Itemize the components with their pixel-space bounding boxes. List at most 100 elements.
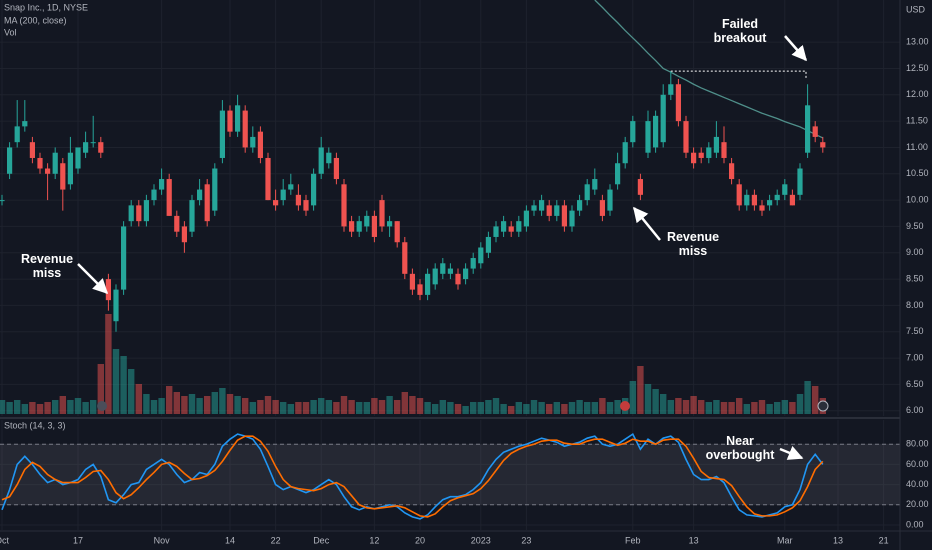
y-tick-label: 0.00	[906, 519, 924, 529]
y-tick-label: 11.50	[906, 115, 928, 125]
x-tick-label: 17	[73, 535, 83, 545]
candle-body	[204, 184, 210, 222]
candle-body	[7, 147, 13, 174]
volume-bar	[812, 386, 819, 414]
y-tick-label: 11.00	[906, 142, 928, 152]
candle-body	[698, 152, 704, 158]
candle-body	[653, 115, 659, 148]
volume-bar	[264, 396, 272, 414]
volume-bar	[29, 402, 36, 414]
x-tick-label: 13	[833, 535, 843, 545]
candle-body	[60, 163, 66, 190]
y-tick-label: 7.50	[906, 326, 924, 336]
volume-bar	[606, 402, 614, 414]
candle-body	[29, 142, 35, 158]
volume-bar	[226, 394, 234, 414]
candle-body	[539, 200, 545, 211]
x-tick-label: 13	[689, 535, 699, 545]
volume-bar	[766, 404, 773, 414]
volume-bar	[492, 398, 500, 414]
volume-bar	[378, 400, 386, 414]
candle-body	[280, 189, 286, 201]
candle-body	[22, 121, 28, 127]
candle-body	[691, 152, 697, 164]
candle-body	[265, 157, 271, 201]
candle-body	[516, 221, 522, 232]
candle-body	[607, 189, 613, 211]
x-tick-label: 20	[415, 535, 425, 545]
candle-body	[159, 179, 165, 190]
ma-legend: MA (200, close)	[4, 15, 67, 25]
candle-body	[98, 142, 104, 153]
candle-body	[812, 126, 818, 137]
annotation: Failed breakout	[713, 17, 767, 45]
volume-bar	[52, 400, 59, 414]
volume-bar	[728, 402, 735, 414]
candle-body	[371, 215, 377, 237]
volume-bar	[394, 400, 401, 414]
candle-body	[736, 184, 742, 206]
candle-body	[478, 247, 484, 264]
stoch-layer	[1, 432, 824, 520]
volume-bar	[698, 400, 705, 414]
candle-body	[744, 194, 750, 206]
volume-bar	[21, 404, 28, 414]
candle-body	[713, 136, 719, 153]
candle-body	[326, 152, 332, 164]
candle-body	[189, 200, 195, 232]
volume-layer	[0, 314, 826, 414]
candle-body	[105, 279, 111, 301]
candle-body	[675, 84, 681, 122]
volume-bar	[249, 402, 256, 414]
volume-bar	[500, 404, 507, 414]
candle-body	[531, 205, 537, 211]
candle-body	[174, 215, 180, 232]
volume-bar	[561, 404, 568, 414]
stoch-band-layer	[0, 443, 900, 506]
volume-bar	[36, 404, 44, 414]
volume-bar	[356, 402, 363, 414]
chart-title: Snap Inc., 1D, NYSE	[4, 2, 88, 12]
volume-bar	[804, 381, 811, 414]
volume-bar	[310, 400, 317, 414]
candle-body	[820, 142, 826, 148]
volume-bar	[508, 406, 515, 414]
candle-body	[508, 226, 514, 232]
candle-body	[546, 205, 552, 216]
candle-body	[432, 268, 438, 285]
candle-body	[630, 121, 636, 143]
y-tick-label: 10.00	[906, 194, 929, 204]
y-tick-label: 40.00	[906, 479, 929, 489]
candle-body	[349, 221, 355, 232]
candle-body	[45, 168, 51, 174]
candle-body	[257, 131, 263, 158]
candle-body	[485, 236, 491, 253]
annotation: Revenue miss	[666, 230, 720, 258]
volume-bar	[112, 349, 120, 414]
candle-body	[683, 121, 689, 153]
candle-body	[379, 200, 385, 227]
candle-body	[128, 205, 134, 222]
volume-bar	[219, 388, 226, 414]
stoch-line	[1, 435, 824, 518]
candle-body	[417, 284, 423, 295]
candle-body	[83, 142, 89, 153]
volume-bar	[530, 400, 538, 414]
candle-body	[569, 210, 575, 227]
volume-bar	[591, 402, 598, 414]
volume-bar	[242, 398, 249, 414]
breakout-level	[670, 70, 807, 80]
candle-body	[668, 84, 674, 95]
y-tick-label: 6.00	[906, 405, 924, 415]
candle-body	[782, 184, 788, 195]
stoch-line	[1, 432, 824, 520]
candle-body	[394, 221, 400, 243]
candle-body	[227, 110, 233, 132]
candle-body	[409, 273, 415, 290]
volume-bar	[59, 396, 66, 414]
candle-body	[90, 142, 96, 144]
volume-bar	[325, 400, 332, 414]
candle-body	[789, 194, 795, 206]
candle-body	[751, 194, 757, 206]
x-tick-label: 14	[225, 535, 235, 545]
